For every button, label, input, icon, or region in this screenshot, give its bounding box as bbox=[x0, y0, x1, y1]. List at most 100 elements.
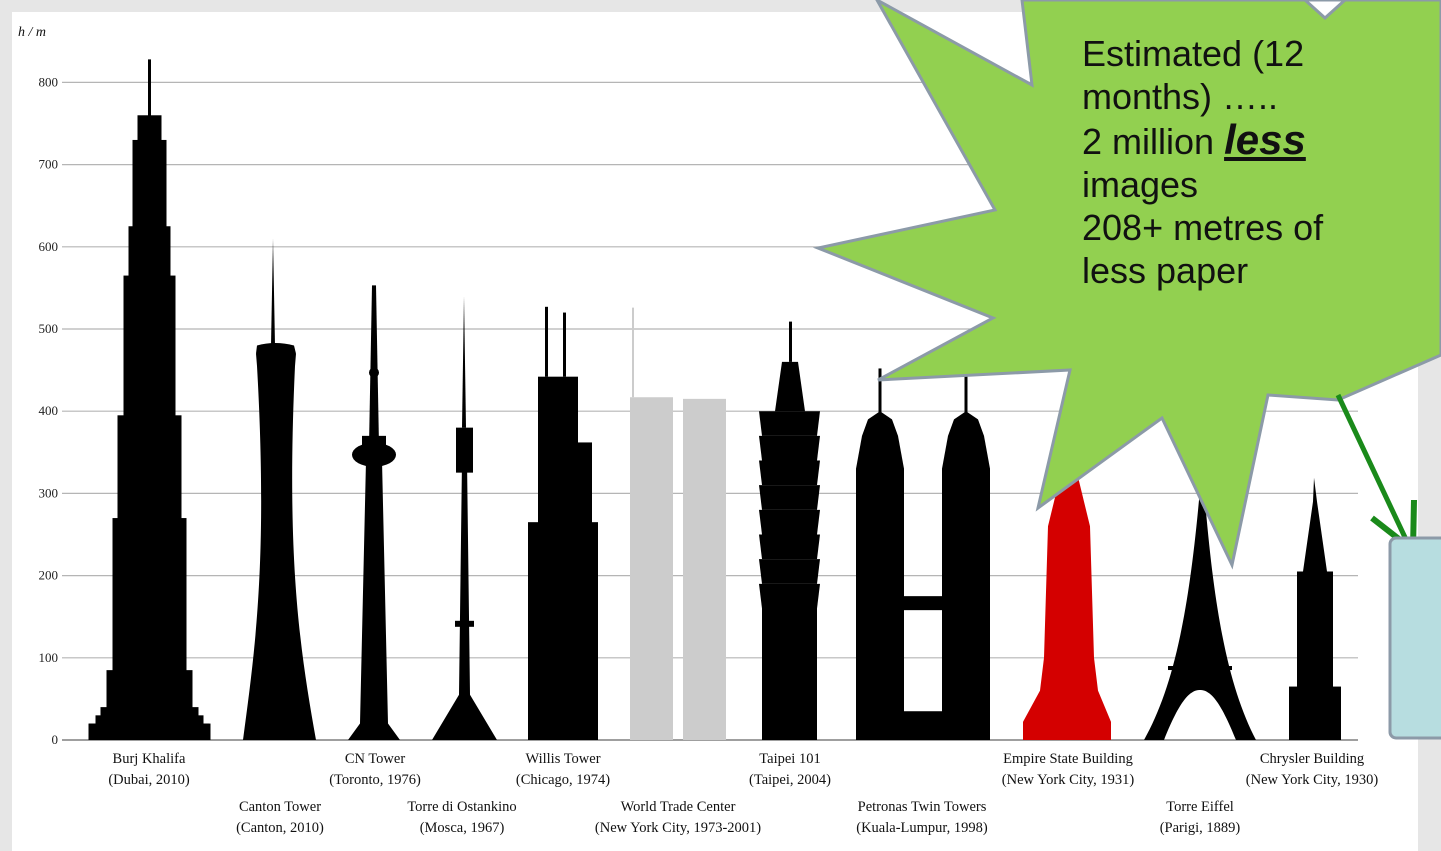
ostankino-pod bbox=[456, 427, 473, 473]
callout-line-6: less paper bbox=[1082, 250, 1249, 291]
willis-right bbox=[578, 442, 592, 740]
caption-name-0: Burj Khalifa bbox=[113, 751, 186, 767]
wtc-antenna bbox=[632, 307, 634, 398]
cn-spire bbox=[369, 285, 379, 446]
y-tick-500: 500 bbox=[39, 321, 59, 336]
taipei-base bbox=[762, 608, 817, 740]
petronas-spire-0 bbox=[878, 368, 882, 416]
caption-detail-8: (New York City, 1931) bbox=[1002, 772, 1135, 788]
building-chrysler-building bbox=[1289, 477, 1341, 740]
empire-body bbox=[1023, 426, 1111, 740]
willis-mid bbox=[538, 376, 578, 740]
taipei-segment-6 bbox=[759, 435, 820, 461]
caption-name-7: Petronas Twin Towers bbox=[858, 799, 987, 815]
y-tick-600: 600 bbox=[39, 239, 59, 254]
canton-body bbox=[243, 353, 316, 740]
caption-detail-5: (New York City, 1973-2001) bbox=[595, 820, 761, 836]
caption-name-5: World Trade Center bbox=[621, 799, 736, 815]
caption-name-10: Chrysler Building bbox=[1260, 751, 1364, 767]
caption-name-8: Empire State Building bbox=[1003, 751, 1133, 767]
burj-base bbox=[89, 723, 209, 740]
caption-detail-3: (Mosca, 1967) bbox=[420, 820, 505, 836]
callout-star bbox=[812, 0, 1441, 570]
caption-detail-0: (Dubai, 2010) bbox=[108, 772, 190, 788]
callout-arrow bbox=[1335, 393, 1413, 550]
caption-detail-9: (Parigi, 1889) bbox=[1160, 820, 1241, 836]
callout-line-3: 2 million less bbox=[1082, 118, 1412, 163]
willis-antenna-2 bbox=[563, 312, 566, 377]
wtc-south bbox=[683, 398, 726, 740]
petronas-tower-1 bbox=[942, 411, 990, 740]
y-tick-800: 800 bbox=[39, 74, 59, 89]
building-torre-di-ostankino bbox=[432, 296, 497, 740]
caption-detail-10: (New York City, 1930) bbox=[1246, 772, 1379, 788]
building-taipei-101 bbox=[759, 321, 820, 740]
taipei-segment-3 bbox=[759, 509, 820, 535]
ostankino-base bbox=[432, 460, 497, 740]
callout-line-4: images bbox=[1082, 164, 1199, 205]
taipei-top bbox=[775, 361, 805, 412]
canton-cap bbox=[256, 342, 296, 359]
y-tick-100: 100 bbox=[39, 650, 59, 665]
petronas-tower-0 bbox=[856, 411, 904, 740]
y-tick-labels: 0 100 200 300 400 500 600 700 800 bbox=[39, 74, 59, 747]
burj-tier-10 bbox=[148, 59, 151, 741]
caption-detail-1: (Canton, 2010) bbox=[236, 820, 324, 836]
taipei-spire bbox=[789, 321, 792, 362]
y-tick-300: 300 bbox=[39, 485, 59, 500]
building-captions: Burj Khalifa (Dubai, 2010) Canton Tower (Ca… bbox=[108, 751, 1378, 836]
callout-line-5: 208+ metres of bbox=[1082, 207, 1324, 248]
taipei-segment-5 bbox=[759, 460, 820, 486]
cn-skypod bbox=[369, 367, 379, 378]
petronas-skybridge bbox=[900, 596, 946, 611]
willis-antenna-1 bbox=[545, 306, 548, 377]
chrysler-crown bbox=[1303, 477, 1327, 572]
building-world-trade-center bbox=[630, 307, 726, 740]
building-cn-tower bbox=[348, 285, 400, 740]
callout-text: Estimated (12 months) ….. 2 million less… bbox=[1082, 32, 1412, 292]
building-willis-tower bbox=[528, 306, 598, 740]
building-burj-khalifa bbox=[88, 59, 211, 741]
caption-detail-4: (Chicago, 1974) bbox=[516, 772, 610, 788]
taipei-segment-0 bbox=[759, 583, 820, 609]
caption-name-9: Torre Eiffel bbox=[1166, 799, 1234, 815]
building-canton-tower bbox=[243, 238, 316, 740]
eiffel-deck-1 bbox=[1168, 666, 1232, 671]
caption-name-3: Torre di Ostankino bbox=[407, 799, 516, 815]
chrysler-shaft bbox=[1297, 571, 1333, 740]
callout-emphasis: less bbox=[1224, 116, 1306, 163]
caption-name-6: Taipei 101 bbox=[759, 751, 820, 767]
caption-name-4: Willis Tower bbox=[525, 751, 600, 767]
caption-detail-7: (Kuala-Lumpur, 1998) bbox=[856, 820, 988, 836]
star-notch bbox=[1302, 0, 1348, 21]
taipei-segment-4 bbox=[759, 485, 820, 510]
y-tick-700: 700 bbox=[39, 157, 59, 172]
ostankino-spire bbox=[462, 296, 466, 428]
taipei-segment-1 bbox=[759, 559, 820, 584]
callout-line-2: months) ….. bbox=[1082, 76, 1279, 117]
building-torre-eiffel bbox=[1144, 473, 1256, 740]
ostankino-ring bbox=[455, 620, 474, 627]
caption-name-1: Canton Tower bbox=[239, 799, 321, 815]
y-tick-400: 400 bbox=[39, 403, 59, 418]
caption-name-2: CN Tower bbox=[345, 751, 406, 767]
petronas-spire-1 bbox=[964, 368, 968, 416]
left-border bbox=[0, 0, 12, 851]
caption-detail-6: (Taipei, 2004) bbox=[749, 772, 831, 788]
building-empire-state-building bbox=[1023, 426, 1111, 740]
building-petronas-twin-towers bbox=[856, 368, 990, 740]
eiffel-deck-2 bbox=[1184, 618, 1216, 623]
side-info-box bbox=[1388, 536, 1441, 740]
canton-spire bbox=[271, 238, 275, 346]
petronas-podium bbox=[900, 711, 946, 740]
taipei-segment-7 bbox=[759, 411, 820, 436]
building-silhouettes bbox=[88, 59, 1341, 741]
callout-line-3-prefix: 2 million bbox=[1082, 121, 1225, 162]
callout-line-1: Estimated (12 bbox=[1082, 33, 1305, 74]
y-axis-label: h / m bbox=[18, 25, 46, 40]
y-tick-200: 200 bbox=[39, 568, 59, 583]
y-tick-0: 0 bbox=[52, 732, 59, 747]
wtc-north bbox=[630, 397, 673, 740]
cn-shaft bbox=[348, 460, 400, 740]
